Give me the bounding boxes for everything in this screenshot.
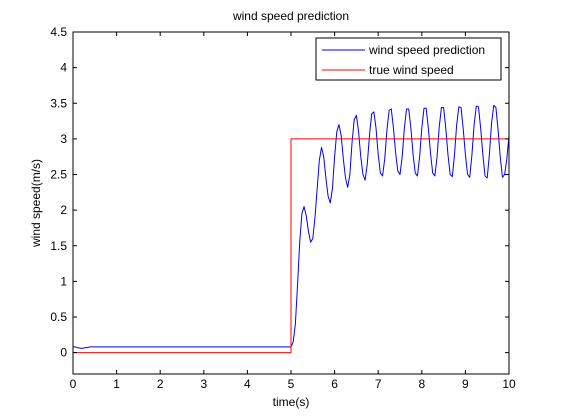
tick-layer: 0 1 2 3 4 5 6 7 8 9 10 0 0.5 1 1.5 2 2.5 3 3.5 4 4.5 xyxy=(50,25,516,391)
x-tick-label: 8 xyxy=(418,377,425,391)
legend-label-true-wind-speed: true wind speed xyxy=(369,63,454,77)
chart-title: wind speed prediction xyxy=(232,9,349,23)
x-tick-label: 10 xyxy=(502,377,516,391)
x-tick-label: 5 xyxy=(288,377,295,391)
y-tick-label: 3.5 xyxy=(50,96,67,110)
x-tick-label: 4 xyxy=(244,377,251,391)
series-line-wind-speed-prediction xyxy=(73,104,510,349)
x-tick-label: 7 xyxy=(375,377,382,391)
y-axis-label: wind speed(m/s) xyxy=(29,159,43,248)
x-tick-label: 2 xyxy=(157,377,164,391)
x-tick-label: 0 xyxy=(70,377,77,391)
x-axis-label: time(s) xyxy=(273,395,310,409)
y-tick-label: 4 xyxy=(60,61,67,75)
x-tick-label: 9 xyxy=(462,377,469,391)
y-tick-label: 0.5 xyxy=(50,310,67,324)
plot-frame xyxy=(72,31,510,375)
series-layer xyxy=(73,104,510,354)
series-line-true-wind-speed xyxy=(73,138,509,354)
x-tick-label: 6 xyxy=(331,377,338,391)
legend-label-wind-speed-prediction: wind speed prediction xyxy=(368,43,485,57)
legend: wind speed prediction true wind speed xyxy=(315,37,502,81)
y-tick-label: 2.5 xyxy=(50,168,67,182)
y-tick-label: 1.5 xyxy=(50,239,67,253)
x-tick-label: 1 xyxy=(113,377,120,391)
x-tick-label: 3 xyxy=(200,377,207,391)
y-tick-label: 2 xyxy=(60,203,67,217)
y-tick-label: 4.5 xyxy=(50,25,67,39)
y-tick-label: 3 xyxy=(60,132,67,146)
legend-box xyxy=(315,37,502,81)
y-tick-label: 1 xyxy=(60,274,67,288)
y-tick-label: 0 xyxy=(60,346,67,360)
